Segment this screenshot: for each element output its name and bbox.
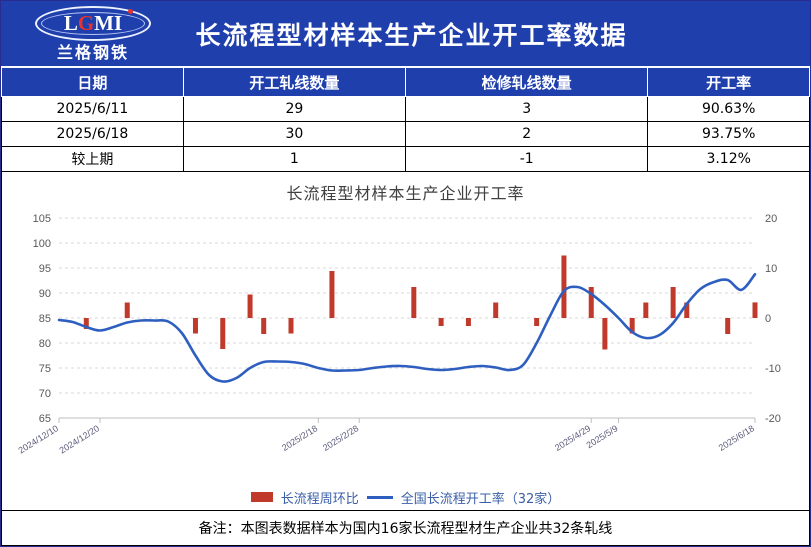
table-header-row: 日期 开工轧线数量 检修轧线数量 开工率 xyxy=(1,67,810,97)
x-axis-tick-label: 2025/2/18 xyxy=(280,423,319,453)
logo-letter-mi: MI xyxy=(94,11,123,35)
x-axis-tick-label: 2025/5/9 xyxy=(585,423,620,450)
y-axis-left-tick: 80 xyxy=(39,338,51,350)
y-axis-left-tick: 70 xyxy=(39,388,51,400)
cell-active-lines: 30 xyxy=(182,121,406,147)
logo-letters: LGMI xyxy=(64,13,122,34)
lgmi-logo: LGMI 兰格钢铁 xyxy=(33,5,153,63)
y-axis-right-tick: 20 xyxy=(765,213,777,225)
chart-bar xyxy=(725,318,731,334)
col-header-operating-rate: 开工率 xyxy=(647,67,810,97)
y-axis-left-tick: 95 xyxy=(39,263,51,275)
logo-chinese-name: 兰格钢铁 xyxy=(56,43,129,62)
x-axis-tick-label: 2024/12/10 xyxy=(17,423,61,455)
chart-bar xyxy=(329,271,335,318)
chart-bar xyxy=(411,287,417,318)
table-row: 2025/6/11 29 3 90.63% xyxy=(1,96,810,122)
cell-operating-rate: 3.12% xyxy=(647,146,810,172)
page-title: 长流程型材样本生产企业开工率数据 xyxy=(195,20,628,50)
x-axis-tick-label: 2025/2/28 xyxy=(321,423,360,453)
chart-plot: 1051009590858075706520100-10-202024/12/1… xyxy=(17,213,781,456)
y-axis-left-tick: 100 xyxy=(33,238,51,250)
col-header-maintenance-lines: 检修轧线数量 xyxy=(404,67,649,97)
y-axis-left-tick: 105 xyxy=(33,213,51,225)
cell-date: 2025/6/18 xyxy=(1,121,184,147)
legend-swatch-line-icon xyxy=(366,495,393,499)
chart-title: 长流程型材样本生产企业开工率 xyxy=(286,184,525,203)
cell-maintenance-lines: 3 xyxy=(404,96,649,122)
cell-active-lines: 1 xyxy=(182,146,406,172)
chart-bar xyxy=(192,318,198,334)
cell-operating-rate: 93.75% xyxy=(647,121,810,147)
chart-bar xyxy=(643,302,649,318)
col-header-active-lines: 开工轧线数量 xyxy=(182,67,406,97)
table-row: 较上期 1 -1 3.12% xyxy=(1,146,810,172)
y-axis-right-tick: 0 xyxy=(765,313,771,325)
y-axis-left-tick: 65 xyxy=(39,413,51,425)
chart-bar xyxy=(438,318,444,326)
legend-swatch-bar-icon xyxy=(250,492,273,502)
cell-date: 2025/6/11 xyxy=(1,96,184,122)
chart-bar xyxy=(752,302,758,318)
y-axis-right-tick: -10 xyxy=(765,363,781,375)
chart-bar xyxy=(534,318,540,326)
table-row: 2025/6/18 30 2 93.75% xyxy=(1,121,810,147)
y-axis-right-tick: -20 xyxy=(765,413,781,425)
chart-bar xyxy=(684,302,690,318)
logo-oval-icon: LGMI xyxy=(35,6,151,41)
chart-container: 长流程型材样本生产企业开工率 105 100 95 90 85 80 75 70 65 20 10 0… xyxy=(1,172,810,484)
x-axis-tick-label: 2025/4/29 xyxy=(553,423,592,453)
chart-bar xyxy=(588,287,594,318)
chart-bar xyxy=(629,318,635,334)
footer-note: 备注：本图表数据样本为国内16家长流程型材生产企业共32条轧线 xyxy=(1,510,810,546)
chart-bar xyxy=(83,318,89,329)
legend-label-line: 全国长流程开工率（32家） xyxy=(400,491,561,507)
logo-dot-icon xyxy=(128,9,133,14)
chart-bar xyxy=(261,318,267,334)
chart-legend: 长流程周环比 全国长流程开工率（32家） xyxy=(1,484,810,510)
cell-maintenance-lines: -1 xyxy=(404,146,649,172)
cell-operating-rate: 90.63% xyxy=(647,96,810,122)
footer-note-text: 备注：本图表数据样本为国内16家长流程型材生产企业共32条轧线 xyxy=(198,521,613,537)
cell-active-lines: 29 xyxy=(182,96,406,122)
page-header: LGMI 兰格钢铁 长流程型材样本生产企业开工率数据 xyxy=(1,1,810,67)
chart-bar xyxy=(602,318,608,350)
chart-bar xyxy=(493,302,499,318)
y-axis-left-tick: 85 xyxy=(39,313,51,325)
y-axis-left-tick: 75 xyxy=(39,363,51,375)
y-axis-right-tick: 10 xyxy=(765,263,777,275)
summary-table: 日期 开工轧线数量 检修轧线数量 开工率 2025/6/11 29 3 90.6… xyxy=(1,67,810,172)
chart-line xyxy=(57,272,757,383)
cell-maintenance-lines: 2 xyxy=(404,121,649,147)
chart-bar xyxy=(670,287,676,318)
chart-bar xyxy=(247,294,253,318)
x-axis-tick-label: 2024/12/20 xyxy=(57,423,101,455)
x-axis-tick-label: 2025/6/18 xyxy=(717,423,756,453)
y-axis-left-tick: 90 xyxy=(39,288,51,300)
legend-label-bar: 长流程周环比 xyxy=(280,491,359,507)
logo-letter-g: G xyxy=(77,11,95,35)
chart-bar xyxy=(465,318,471,326)
chart-bar xyxy=(220,318,226,349)
col-header-date: 日期 xyxy=(1,67,184,97)
logo-letter-l: L xyxy=(63,11,78,35)
chart-bar xyxy=(288,318,294,334)
cell-date: 较上期 xyxy=(1,146,184,172)
chart-bar xyxy=(561,255,567,318)
chart-bar xyxy=(124,302,130,318)
